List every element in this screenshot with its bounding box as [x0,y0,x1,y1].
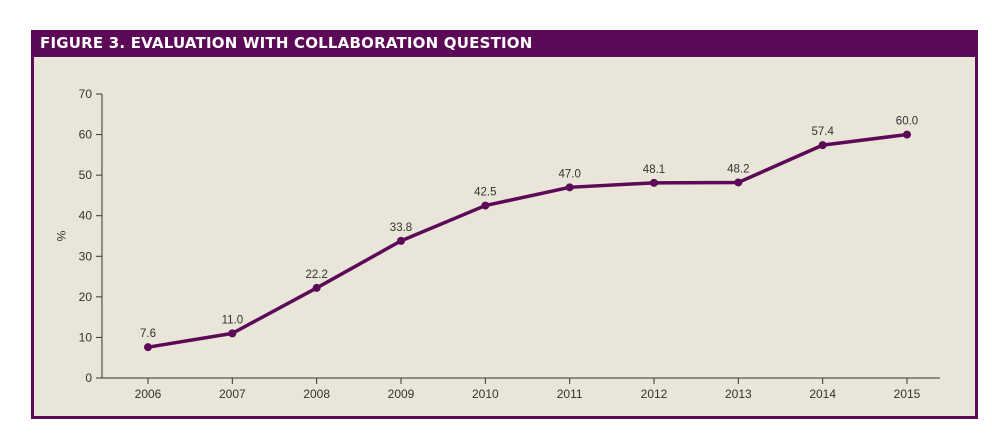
y-tick-label: 50 [79,168,93,182]
data-point [397,236,405,245]
y-tick-label: 40 [79,209,93,223]
data-point [734,178,743,187]
data-label: 22.2 [305,269,327,281]
y-axis: 0 10 20 30 40 50 60 70 [79,87,103,385]
data-label: 42.5 [474,187,496,199]
data-label: 33.8 [390,222,412,234]
x-tick-label: 2012 [641,387,668,401]
data-point [818,141,827,150]
data-point [312,283,321,292]
data-label: 47.0 [558,168,580,180]
x-tick-label: 2013 [725,387,752,401]
data-point [228,329,237,338]
x-tick-label: 2006 [135,387,162,401]
data-point [481,201,490,210]
data-label: 7.6 [140,328,156,340]
data-label: 11.0 [222,314,244,326]
y-axis-label: % [54,231,68,242]
y-tick-label: 60 [79,128,93,142]
x-tick-label: 2014 [809,387,836,401]
data-label: 57.4 [811,126,834,138]
figure-frame [31,30,978,419]
x-tick-label: 2009 [388,387,415,401]
x-tick-label: 2007 [219,387,246,401]
data-point [650,178,658,187]
data-label: 60.0 [896,116,918,128]
data-point [565,183,574,192]
y-tick-label: 20 [79,290,93,304]
x-tick-label: 2011 [557,387,583,401]
y-tick-label: 0 [85,371,92,385]
x-tick-label: 2015 [894,387,921,401]
x-tick-label: 2010 [472,387,499,401]
x-tick-label: 2008 [303,387,330,401]
data-point [144,343,152,352]
series-line [146,132,909,349]
data-label: 48.2 [727,163,749,175]
data-point [903,130,911,139]
series: 7.6 11.0 22.2 33.8 42.5 47.0 48.1 48.2 57.4 60.0 [140,116,918,352]
y-tick-label: 70 [79,87,93,101]
figure-title: FIGURE 3. EVALUATION WITH COLLABORATION … [31,30,978,57]
y-tick-label: 10 [79,330,93,344]
y-tick-label: 30 [79,249,93,263]
x-axis: 2006 2007 2008 2009 2010 2011 2012 2013 2014 2015 [102,377,940,401]
data-label: 48.1 [643,164,665,176]
